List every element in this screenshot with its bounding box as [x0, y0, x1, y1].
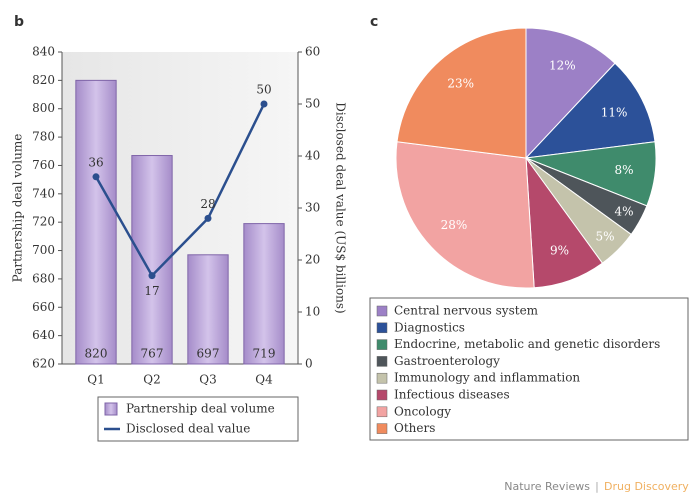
bar-value-label: 719: [253, 347, 276, 361]
y2-tick-label: 40: [305, 149, 320, 163]
y2-tick-label: 10: [305, 305, 320, 319]
line-value-label: 36: [88, 155, 103, 169]
legend-box: [369, 297, 689, 441]
y-tick-label: 740: [32, 186, 55, 200]
y-tick-label: 780: [32, 130, 55, 144]
y2-tick-label: 60: [305, 45, 320, 59]
bar: [243, 223, 285, 365]
slice-label: 4%: [614, 204, 633, 218]
line-value-label: 17: [144, 284, 159, 298]
line: [94, 103, 266, 278]
legend-label: Disclosed deal value: [126, 422, 250, 436]
y-tick-label: 820: [32, 73, 55, 87]
pie-slice: [524, 62, 656, 159]
line-point: [260, 100, 268, 108]
legend-label: Endocrine, metabolic and genetic disorde…: [394, 337, 660, 351]
y2-tick-label: 50: [305, 97, 320, 111]
slice-label: 12%: [549, 59, 576, 73]
slice-label: 11%: [601, 106, 628, 120]
legend-label: Partnership deal volume: [126, 402, 275, 416]
legend-swatch: [376, 305, 388, 317]
legend-swatch: [376, 372, 388, 384]
legend-label: Infectious diseases: [394, 388, 510, 402]
legend-swatch: [376, 356, 388, 367]
legend-swatch: [376, 322, 388, 334]
bar: [131, 155, 173, 365]
pie-slice: [396, 27, 527, 159]
y-tick-label: 700: [32, 243, 55, 257]
line-point: [204, 214, 212, 222]
pie-slice: [525, 27, 616, 160]
panel-label: c: [370, 14, 378, 30]
y2-axis-title: Disclosed deal value (US$ billions): [334, 102, 348, 313]
x-tick-label: Q4: [255, 373, 273, 387]
slice-label: 9%: [550, 243, 569, 257]
slice-label: 8%: [614, 163, 633, 177]
bar-value-label: 767: [141, 347, 164, 361]
footer-section: Drug Discovery: [604, 480, 689, 493]
legend-box: [97, 396, 299, 442]
legend-swatch: [376, 339, 388, 350]
legend-swatch: [376, 389, 388, 401]
y2-tick-label: 0: [305, 357, 313, 371]
footer-journal: Nature Reviews: [504, 480, 590, 493]
y-tick-label: 640: [32, 328, 55, 342]
legend-label: Others: [394, 421, 435, 435]
y-tick-label: 760: [32, 158, 55, 172]
line-point: [92, 173, 100, 181]
y2-tick-label: 30: [305, 201, 320, 215]
bar-value-label: 697: [197, 347, 220, 361]
bar: [187, 254, 229, 365]
footer-separator: |: [595, 480, 599, 493]
y-tick-label: 800: [32, 101, 55, 115]
panel-label: b: [14, 14, 24, 30]
x-tick-label: Q1: [87, 373, 104, 387]
line-value-label: 50: [256, 83, 271, 97]
bar: [75, 79, 117, 365]
legend-label: Oncology: [394, 404, 451, 418]
y-tick-label: 720: [32, 215, 55, 229]
slice-label: 23%: [447, 76, 474, 90]
legend-label: Central nervous system: [394, 304, 539, 318]
line-value-label: 28: [200, 197, 215, 211]
y-tick-label: 680: [32, 271, 55, 285]
line-point: [148, 272, 156, 280]
y-tick-label: 660: [32, 300, 55, 314]
bar-value-label: 820: [85, 347, 108, 361]
slice-label: 5%: [596, 230, 615, 244]
legend-label: Immunology and inflammation: [394, 371, 580, 385]
legend-swatch: [376, 423, 388, 434]
y2-tick-label: 20: [305, 253, 320, 267]
y-axis-title: Partnership deal volume: [11, 134, 25, 283]
legend-swatch: [376, 406, 388, 418]
y-tick-label: 620: [32, 357, 55, 371]
x-tick-label: Q2: [143, 373, 160, 387]
legend-label: Diagnostics: [394, 320, 465, 334]
legend-label: Gastroenterology: [394, 354, 500, 368]
slice-label: 28%: [441, 218, 468, 232]
legend-swatch: [104, 402, 118, 416]
y-tick-label: 840: [32, 45, 55, 59]
pie-slice: [395, 141, 535, 289]
x-tick-label: Q3: [199, 373, 216, 387]
